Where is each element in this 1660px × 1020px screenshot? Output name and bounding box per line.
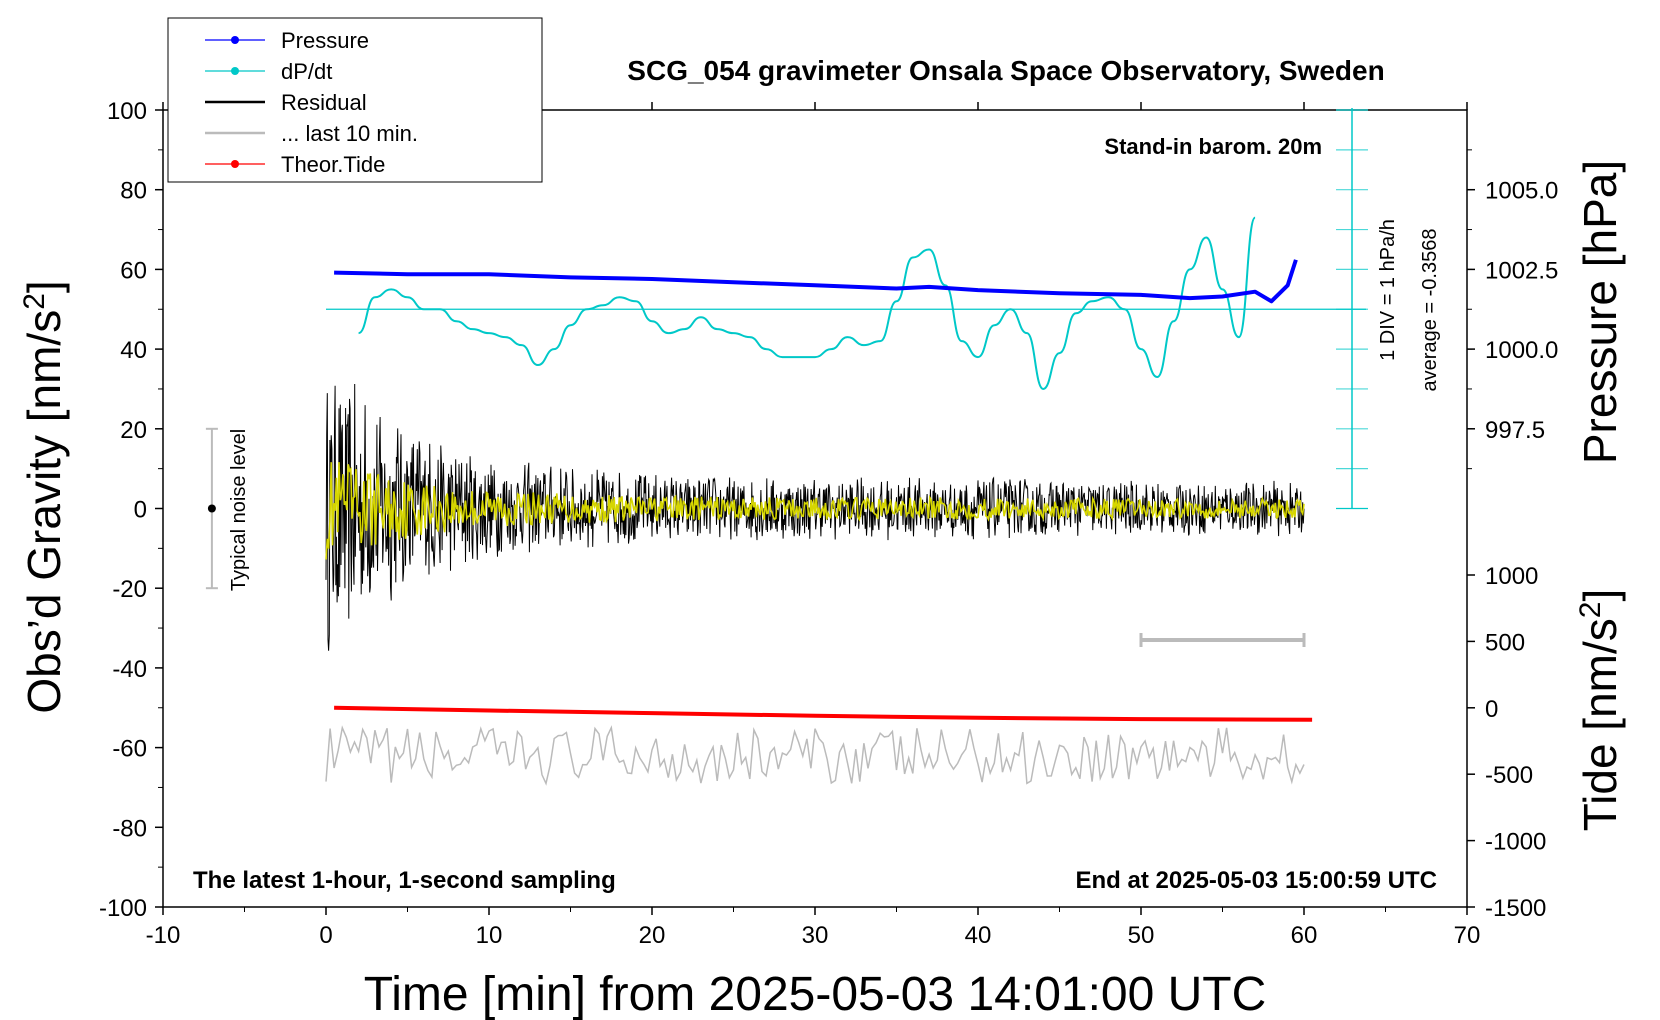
dpdt-line <box>358 216 1257 390</box>
x-tick-label: 70 <box>1454 922 1481 949</box>
legend-box <box>167 17 543 183</box>
y-axis-label-tide: Tide [nm/s2] <box>1574 589 1627 832</box>
y-tick-label: 100 <box>107 98 147 125</box>
y-tick-label: 40 <box>120 337 147 364</box>
x-tick-label: 30 <box>802 922 829 949</box>
legend-label: Theor.Tide <box>281 152 385 177</box>
noise-bar-center-dot <box>207 504 216 513</box>
x-tick-label: 10 <box>476 922 503 949</box>
x-tick-label: 20 <box>639 922 666 949</box>
y-axis-label-gravity: Obs’d Gravity [nm/s2] <box>18 280 71 713</box>
x-tick-label: 0 <box>319 922 332 949</box>
y-tick-label: 20 <box>120 417 147 444</box>
sampling-note: The latest 1-hour, 1-second sampling <box>193 867 616 894</box>
last-10-min-line <box>325 725 1305 786</box>
legend-marker <box>231 36 239 44</box>
tide-tick-label: -1000 <box>1485 829 1546 856</box>
tide-tick-label: 1000 <box>1485 563 1538 590</box>
tide-tick-label: 0 <box>1485 696 1498 723</box>
y-tick-label: -20 <box>112 576 147 603</box>
pressure-line <box>334 259 1298 304</box>
y-tick-label: -60 <box>112 736 147 763</box>
y-axis-label-gravity-sup: 2 <box>18 293 51 310</box>
chart-title: SCG_054 gravimeter Onsala Space Observat… <box>627 55 1384 86</box>
series-layer <box>205 108 1368 786</box>
legend-marker <box>231 67 239 75</box>
y-tick-label: -80 <box>112 815 147 842</box>
y-tick-label: 0 <box>134 497 147 524</box>
average-label: average = -0.3568 <box>1419 229 1441 392</box>
x-tick-label: 50 <box>1128 922 1155 949</box>
theoretical-tide-line <box>334 705 1313 722</box>
pressure-tick-label: 1005.0 <box>1485 178 1558 205</box>
legend-marker <box>231 160 239 168</box>
end-time-note: End at 2025-05-03 15:00:59 UTC <box>1076 867 1438 894</box>
y-tick-label: -40 <box>112 656 147 683</box>
legend-label: dP/dt <box>281 59 332 84</box>
pressure-tick-label: 997.5 <box>1485 417 1545 444</box>
legend-label: ... last 10 min. <box>281 121 418 146</box>
x-axis-label: Time [min] from 2025-05-03 14:01:00 UTC <box>364 968 1267 1020</box>
y-tick-label: 80 <box>120 178 147 205</box>
x-tick-label: -10 <box>146 922 181 949</box>
y-axis-label-tide-sup: 2 <box>1574 602 1607 619</box>
legend: Pressure dP/dt Residual ... last 10 min. The… <box>167 17 543 183</box>
y-axis-label-pressure: Pressure [hPa] <box>1574 160 1626 464</box>
div-label: 1 DIV = 1 hPa/h <box>1377 219 1399 361</box>
legend-label: Residual <box>281 90 367 115</box>
pressure-tick-label: 1000.0 <box>1485 337 1558 364</box>
axes-layer: -10 0 10 20 30 40 50 60 70100806040200-20-40-60-… <box>99 98 1558 949</box>
x-tick-label: 40 <box>965 922 992 949</box>
y-tick-label: -100 <box>99 895 147 922</box>
smoothed-residual-line <box>325 462 1305 560</box>
tide-tick-label: -500 <box>1485 762 1533 789</box>
noise-label: Typical noise level <box>228 429 250 591</box>
barometer-note: Stand-in barom. 20m <box>1104 134 1322 159</box>
x-tick-label: 60 <box>1291 922 1318 949</box>
tide-tick-label: 500 <box>1485 629 1525 656</box>
legend-label: Pressure <box>281 28 369 53</box>
y-tick-label: 60 <box>120 257 147 284</box>
pressure-tick-label: 1002.5 <box>1485 257 1558 284</box>
tide-tick-label: -1500 <box>1485 895 1546 922</box>
